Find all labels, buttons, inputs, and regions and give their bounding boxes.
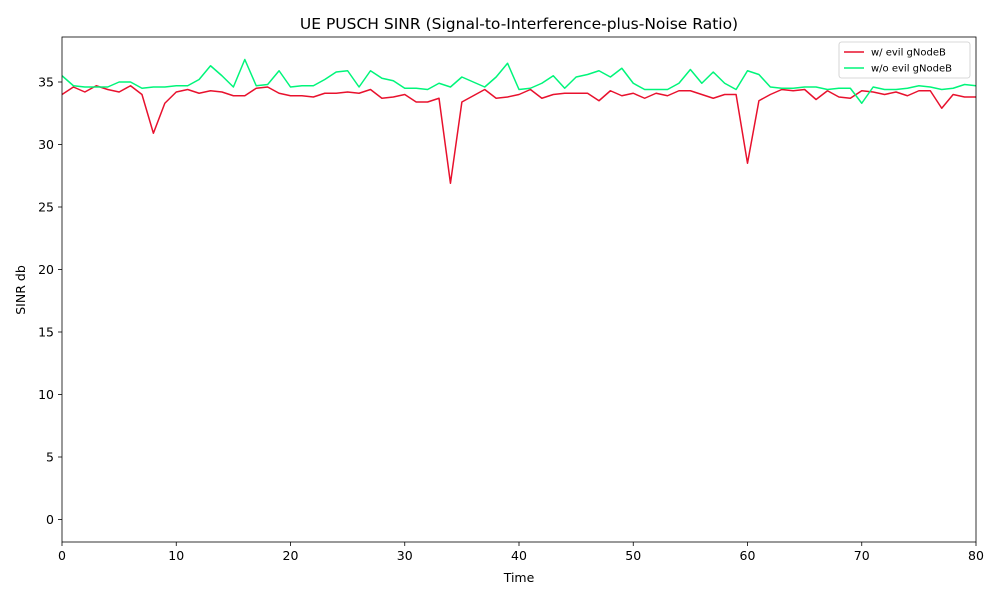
x-tick-label: 20 (283, 548, 299, 563)
x-tick-label: 0 (58, 548, 66, 563)
legend-label-2: w/o evil gNodeB (871, 64, 952, 75)
legend: w/ evil gNodeB w/o evil gNodeB (838, 41, 971, 79)
series-line-2 (62, 58, 976, 104)
y-tick-label: 10 (38, 387, 54, 402)
x-tick-label: 40 (511, 548, 527, 563)
x-tick-label: 30 (397, 548, 413, 563)
x-tick-label: 50 (625, 548, 641, 563)
x-tick-label: 10 (168, 548, 184, 563)
y-tick-label: 30 (38, 137, 54, 152)
y-tick-label: 15 (38, 325, 54, 340)
legend-box (838, 41, 971, 79)
y-axis-label: SINR db (13, 265, 28, 315)
y-tick-label: 5 (46, 450, 54, 465)
x-tick-label: 60 (740, 548, 756, 563)
series-line-1 (62, 85, 976, 184)
axes: 0 10 20 30 40 50 60 70 80 0 5 10 15 20 25 30 35 (38, 36, 984, 563)
x-tick-label: 70 (854, 548, 870, 563)
chart-title: UE PUSCH SINR (Signal-to-Interference-pl… (300, 15, 738, 33)
y-tick-label: 25 (38, 200, 54, 215)
y-tick-label: 20 (38, 262, 54, 277)
y-tick-label: 0 (46, 512, 54, 527)
y-tick-label: 35 (38, 75, 54, 90)
plot-area (62, 58, 976, 184)
x-axis-label: Time (503, 570, 535, 585)
plot-frame (61, 36, 977, 543)
x-tick-label: 80 (968, 548, 984, 563)
legend-label-1: w/ evil gNodeB (871, 48, 946, 59)
